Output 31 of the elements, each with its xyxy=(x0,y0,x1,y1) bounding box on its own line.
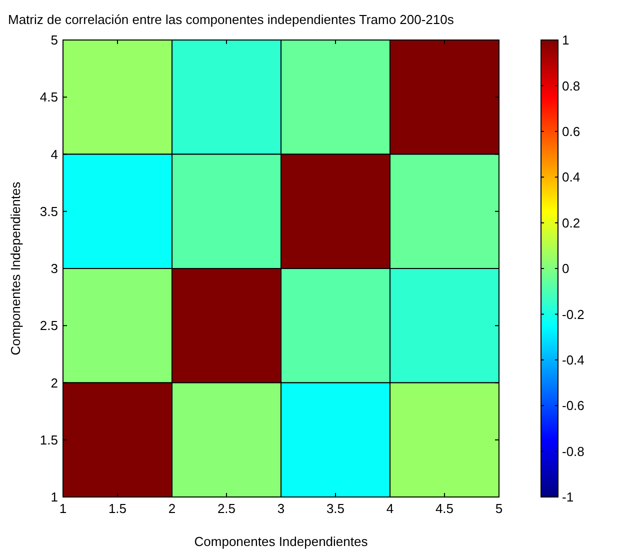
x-tick-label: 4 xyxy=(386,501,394,516)
x-tick-label: 5 xyxy=(495,501,503,516)
color-bar-label: -1 xyxy=(562,490,574,505)
color-bar-label: 0.2 xyxy=(562,215,580,230)
color-bar-label: -0.2 xyxy=(562,306,584,322)
color-bar-label: -0.4 xyxy=(562,352,584,368)
x-tick-label: 3 xyxy=(277,501,285,516)
y-axis-title: Componentes Independientes xyxy=(8,181,23,356)
x-tick-label: 2.5 xyxy=(217,501,236,516)
color-bar-label: 0.4 xyxy=(562,170,580,185)
color-bar-label: 0.8 xyxy=(562,78,580,94)
chart-title: Matriz de correlación entre las componentes independientes Tramo 200-210s xyxy=(8,12,454,27)
color-bar-label: -0.6 xyxy=(562,398,584,414)
color-bar-label: -0.8 xyxy=(562,444,584,459)
y-tick-label: 4.5 xyxy=(40,90,58,105)
color-bar-label: 0.6 xyxy=(562,124,580,139)
y-tick-label: 2 xyxy=(50,375,58,390)
y-tick-label: 3.5 xyxy=(40,204,58,219)
x-axis-title: Componentes Independientes xyxy=(194,534,368,549)
y-tick-label: 5 xyxy=(50,32,58,48)
y-tick-label: 4 xyxy=(50,146,58,162)
x-tick-label: 2 xyxy=(168,501,176,516)
x-tick-label: 3.5 xyxy=(326,501,345,516)
y-tick-label: 2.5 xyxy=(40,318,58,334)
y-tick-label: 1.5 xyxy=(40,432,58,448)
y-tick-label: 3 xyxy=(50,261,58,276)
color-bar-label: 0 xyxy=(562,261,570,276)
x-tick-label: 4.5 xyxy=(435,501,454,516)
y-tick-label: 1 xyxy=(50,490,58,505)
x-tick-label: 1.5 xyxy=(108,501,127,516)
color-bar-label: 1 xyxy=(562,32,570,48)
